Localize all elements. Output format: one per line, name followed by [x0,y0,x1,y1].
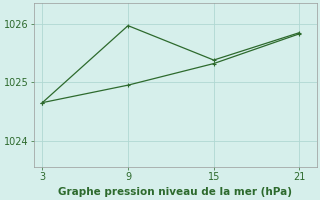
X-axis label: Graphe pression niveau de la mer (hPa): Graphe pression niveau de la mer (hPa) [58,187,292,197]
